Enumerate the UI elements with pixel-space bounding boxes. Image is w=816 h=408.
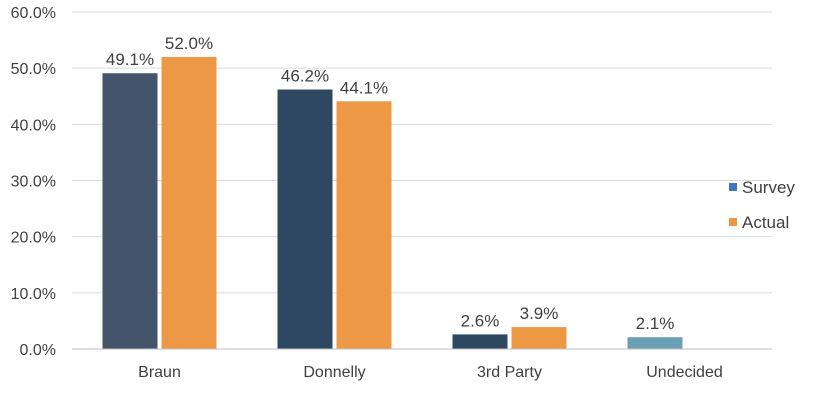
data-label: 2.6% xyxy=(461,311,500,330)
legend-label-actual: Actual xyxy=(742,213,789,232)
x-axis-categories: Braun Donnelly 3rd Party Undecided xyxy=(138,364,723,381)
legend-label-survey: Survey xyxy=(742,178,795,197)
y-axis-ticks: 0.0% 10.0% 20.0% 30.0% 40.0% 50.0% 60.0% xyxy=(11,5,56,359)
legend-swatch-actual xyxy=(729,218,737,226)
legend-swatch-survey xyxy=(729,183,737,191)
data-label: 46.2% xyxy=(281,67,329,86)
bar-survey-braun xyxy=(102,73,158,349)
data-label: 3.9% xyxy=(520,304,559,323)
category-label: 3rd Party xyxy=(477,364,542,381)
category-label: Undecided xyxy=(646,364,723,381)
data-label: 52.0% xyxy=(165,34,213,53)
category-label: Braun xyxy=(138,364,181,381)
bar-survey-donnelly xyxy=(277,89,333,349)
bar-actual-braun xyxy=(161,56,217,349)
bar-actual-3rd-party xyxy=(511,327,567,349)
bar-actual-donnelly xyxy=(336,101,392,350)
y-tick-label: 10.0% xyxy=(11,286,56,303)
y-tick-label: 30.0% xyxy=(11,174,56,191)
y-tick-label: 40.0% xyxy=(11,117,56,134)
y-tick-label: 50.0% xyxy=(11,61,56,78)
data-label: 49.1% xyxy=(106,50,154,69)
y-tick-label: 20.0% xyxy=(11,230,56,247)
data-label: 2.1% xyxy=(636,314,675,333)
bar-survey-3rd-party xyxy=(452,334,508,349)
legend: Survey Actual xyxy=(729,178,795,232)
category-label: Donnelly xyxy=(303,364,365,381)
bar-survey-undecided xyxy=(627,337,683,349)
data-labels: 49.1% 52.0% 46.2% 44.1% 2.6% 3.9% 2.1% xyxy=(106,34,674,333)
y-tick-label: 0.0% xyxy=(20,342,56,359)
y-tick-label: 60.0% xyxy=(11,5,56,22)
data-label: 44.1% xyxy=(340,78,388,97)
bars xyxy=(102,56,683,350)
